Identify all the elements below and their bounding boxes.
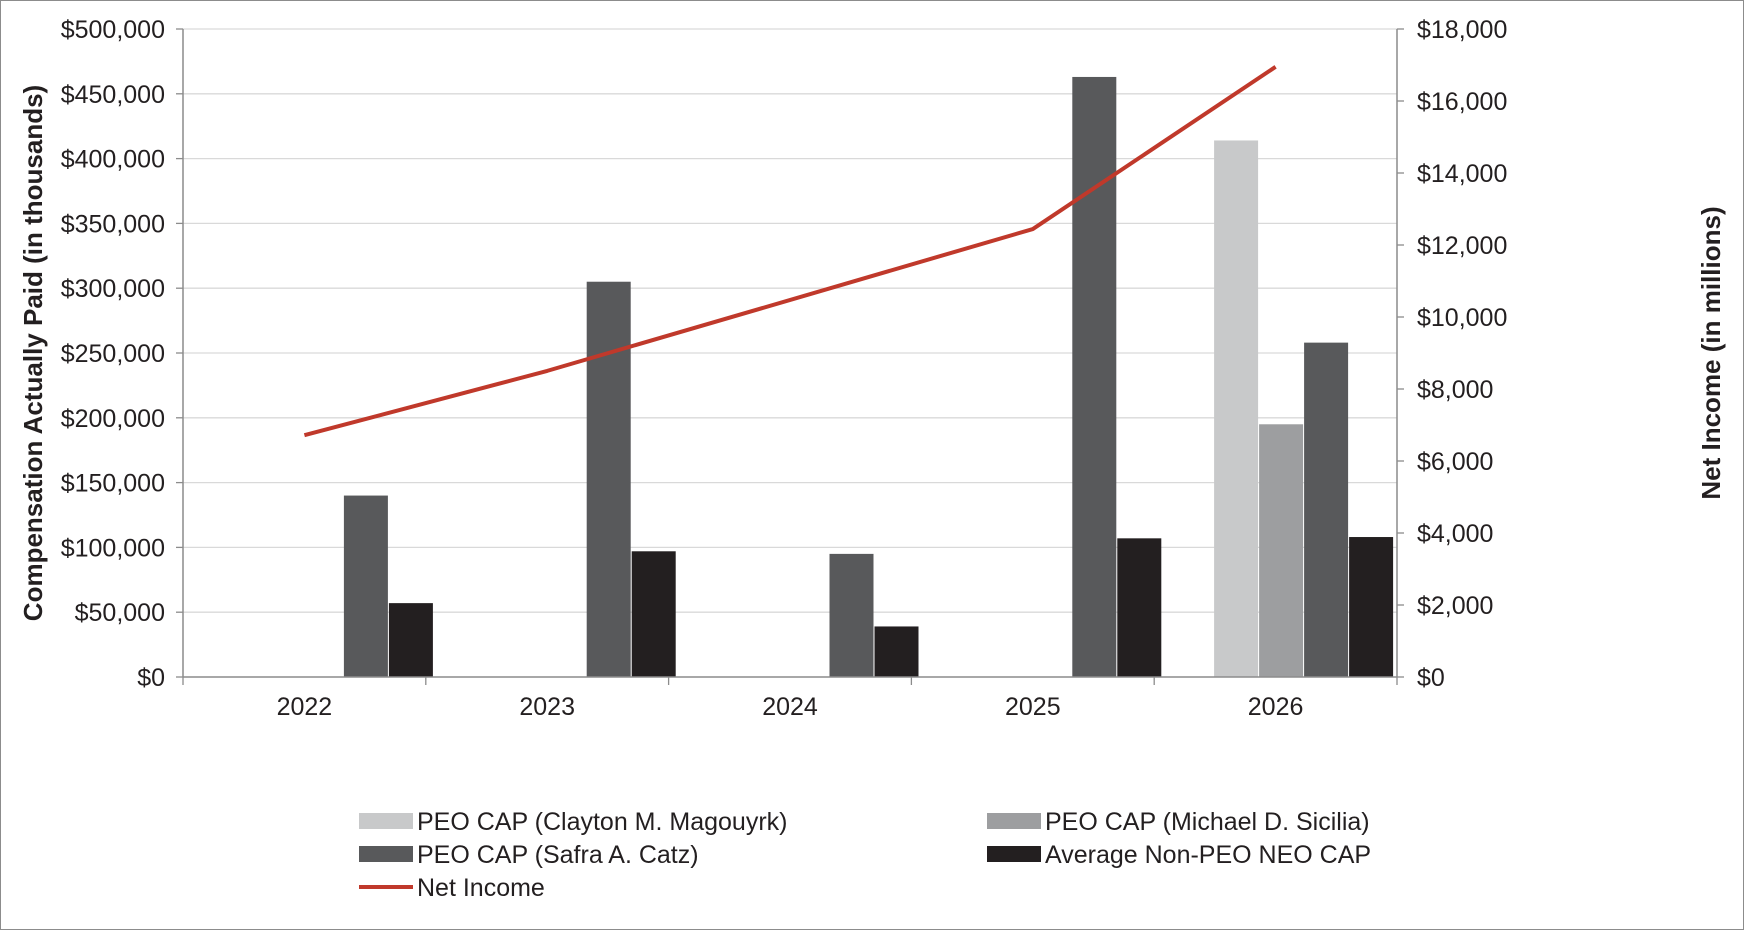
bar-2023-series-3 (631, 551, 676, 677)
bar-2024-series-3 (874, 626, 919, 677)
bar-2024-series-2 (829, 553, 874, 677)
bar-2025-series-2 (1072, 76, 1117, 677)
bar-2023-series-2 (586, 281, 631, 677)
y-tick-label: $300,000 (61, 275, 165, 303)
bar-2025-series-3 (1117, 538, 1162, 677)
bar-2026-series-0 (1214, 140, 1259, 677)
y-tick-label: $450,000 (61, 81, 165, 109)
y2-tick-label: $0 (1417, 664, 1445, 692)
y2-tick-label: $6,000 (1417, 448, 1493, 476)
y2-tick-label: $4,000 (1417, 520, 1493, 548)
legend-label: PEO CAP (Michael D. Sicilia) (1045, 808, 1370, 836)
axes: $0 $50,000 $100,000 $150,000 $200,000 $250,00… (61, 16, 1508, 721)
y-tick-label: $500,000 (61, 16, 165, 44)
bar-2026-series-1 (1259, 424, 1304, 677)
y-tick-label: $0 (137, 664, 165, 692)
bar-2026-series-2 (1304, 342, 1349, 677)
y-tick-label: $350,000 (61, 210, 165, 238)
y-tick-label: $100,000 (61, 534, 165, 562)
x-tick-label: 2022 (277, 693, 333, 721)
x-tick-label: 2024 (762, 693, 818, 721)
legend-label: PEO CAP (Clayton M. Magouyrk) (417, 808, 787, 836)
y-tick-label: $250,000 (61, 340, 165, 368)
x-tick-label: 2023 (519, 693, 575, 721)
y-tick-label: $150,000 (61, 470, 165, 498)
x-tick-label: 2025 (1005, 693, 1061, 721)
bar-2026-series-3 (1349, 537, 1394, 677)
net-income-line (303, 65, 1277, 438)
y2-axis-title: Net Income (in millions) (1696, 206, 1726, 499)
legend: PEO CAP (Clayton M. Magouyrk) PEO CAP (Mi… (359, 808, 1371, 902)
legend-swatch (987, 813, 1041, 829)
bars (343, 76, 1394, 677)
y-tick-label: $400,000 (61, 146, 165, 174)
y2-tick-label: $8,000 (1417, 376, 1493, 404)
legend-label: Net Income (417, 874, 545, 902)
legend-label: Average Non-PEO NEO CAP (1045, 841, 1371, 869)
y2-tick-label: $14,000 (1417, 160, 1507, 188)
legend-swatch (359, 813, 413, 829)
bar-2022-series-3 (388, 603, 433, 677)
y2-tick-label: $18,000 (1417, 16, 1507, 44)
legend-swatch (359, 846, 413, 862)
legend-swatch (987, 846, 1041, 862)
bar-2022-series-2 (343, 495, 388, 677)
y2-tick-label: $16,000 (1417, 88, 1507, 116)
legend-label: PEO CAP (Safra A. Catz) (417, 841, 699, 869)
y2-tick-label: $2,000 (1417, 592, 1493, 620)
net-income-line-layer (303, 65, 1277, 438)
x-tick-label: 2026 (1248, 693, 1304, 721)
y-tick-label: $50,000 (75, 599, 165, 627)
y2-tick-label: $12,000 (1417, 232, 1507, 260)
y-axis-title: Compensation Actually Paid (in thousands… (18, 85, 48, 621)
y-tick-label: $200,000 (61, 405, 165, 433)
y2-tick-label: $10,000 (1417, 304, 1507, 332)
